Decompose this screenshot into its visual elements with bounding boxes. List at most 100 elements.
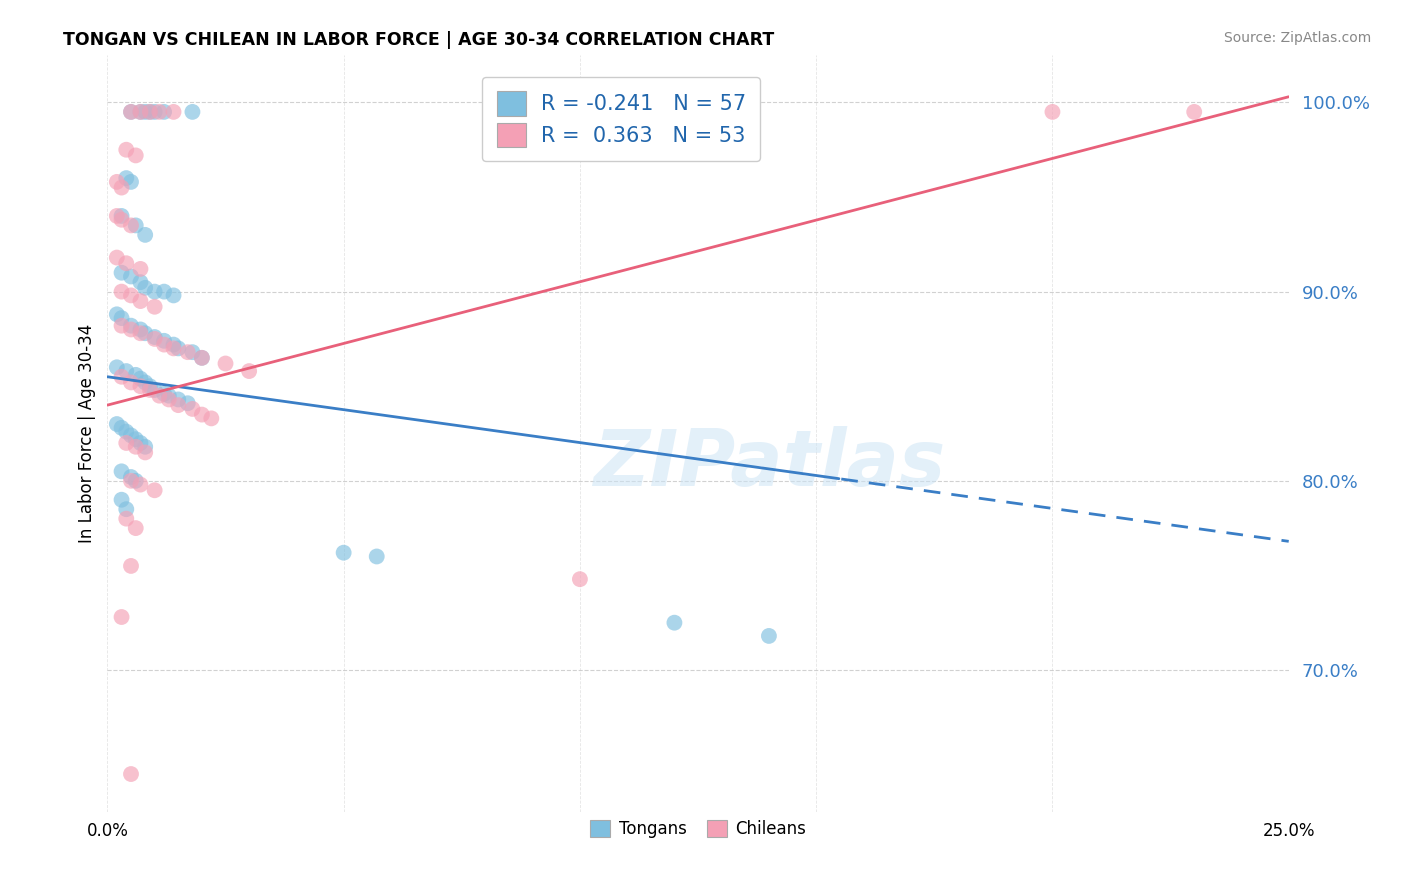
Point bbox=[167, 392, 190, 407]
Point bbox=[181, 345, 204, 359]
Point bbox=[148, 389, 170, 403]
Point bbox=[129, 326, 152, 341]
Point bbox=[115, 364, 138, 378]
Point bbox=[134, 281, 156, 295]
Text: Source: ZipAtlas.com: Source: ZipAtlas.com bbox=[1223, 31, 1371, 45]
Point bbox=[129, 294, 152, 309]
Point bbox=[105, 251, 128, 265]
Point bbox=[129, 371, 152, 385]
Point bbox=[129, 477, 152, 491]
Point bbox=[120, 104, 142, 119]
Point bbox=[129, 379, 152, 393]
Point bbox=[143, 332, 166, 346]
Point bbox=[134, 440, 156, 454]
Point bbox=[120, 219, 142, 233]
Point bbox=[153, 337, 176, 351]
Point bbox=[143, 104, 166, 119]
Point bbox=[120, 767, 142, 781]
Point bbox=[105, 175, 128, 189]
Point bbox=[125, 521, 148, 535]
Point bbox=[157, 389, 180, 403]
Point bbox=[125, 368, 148, 382]
Point bbox=[162, 288, 184, 302]
Point bbox=[153, 334, 176, 348]
Point bbox=[664, 615, 686, 630]
Point bbox=[143, 330, 166, 344]
Point bbox=[120, 558, 142, 573]
Point bbox=[139, 383, 162, 397]
Point bbox=[143, 285, 166, 299]
Point bbox=[125, 219, 148, 233]
Point bbox=[115, 256, 138, 270]
Point bbox=[125, 474, 148, 488]
Point bbox=[115, 502, 138, 516]
Point bbox=[105, 307, 128, 321]
Point bbox=[162, 104, 184, 119]
Point bbox=[125, 432, 148, 446]
Point bbox=[105, 209, 128, 223]
Point bbox=[153, 285, 176, 299]
Point bbox=[162, 337, 184, 351]
Point bbox=[105, 360, 128, 375]
Point bbox=[153, 386, 176, 401]
Point bbox=[191, 351, 214, 365]
Point bbox=[120, 470, 142, 484]
Text: ZIPatlas: ZIPatlas bbox=[593, 425, 945, 502]
Point bbox=[366, 549, 388, 564]
Point bbox=[191, 351, 214, 365]
Point bbox=[153, 104, 176, 119]
Point bbox=[115, 511, 138, 525]
Point bbox=[110, 464, 132, 478]
Point bbox=[110, 285, 132, 299]
Point bbox=[181, 104, 204, 119]
Y-axis label: In Labor Force | Age 30-34: In Labor Force | Age 30-34 bbox=[79, 324, 96, 543]
Point bbox=[110, 421, 132, 435]
Point bbox=[134, 326, 156, 341]
Point bbox=[110, 492, 132, 507]
Point bbox=[143, 383, 166, 397]
Point bbox=[214, 357, 236, 371]
Point bbox=[125, 440, 148, 454]
Point bbox=[191, 408, 214, 422]
Point bbox=[129, 104, 152, 119]
Point bbox=[157, 392, 180, 407]
Point bbox=[110, 610, 132, 624]
Point bbox=[177, 396, 200, 410]
Point bbox=[110, 318, 132, 333]
Point bbox=[120, 428, 142, 442]
Point bbox=[110, 369, 132, 384]
Point bbox=[125, 148, 148, 162]
Point bbox=[143, 483, 166, 498]
Point bbox=[110, 311, 132, 326]
Point bbox=[115, 143, 138, 157]
Point bbox=[758, 629, 780, 643]
Point bbox=[139, 379, 162, 393]
Point bbox=[110, 180, 132, 194]
Legend: Tongans, Chileans: Tongans, Chileans bbox=[583, 814, 813, 845]
Point bbox=[139, 104, 162, 119]
Point bbox=[177, 345, 200, 359]
Point bbox=[139, 104, 162, 119]
Point bbox=[162, 342, 184, 356]
Text: TONGAN VS CHILEAN IN LABOR FORCE | AGE 30-34 CORRELATION CHART: TONGAN VS CHILEAN IN LABOR FORCE | AGE 3… bbox=[63, 31, 775, 49]
Point bbox=[120, 269, 142, 284]
Point bbox=[167, 342, 190, 356]
Point bbox=[110, 209, 132, 223]
Point bbox=[115, 171, 138, 186]
Point bbox=[167, 398, 190, 412]
Point bbox=[120, 318, 142, 333]
Point bbox=[115, 425, 138, 439]
Point bbox=[120, 288, 142, 302]
Point bbox=[129, 104, 152, 119]
Point bbox=[134, 227, 156, 242]
Point bbox=[332, 546, 354, 560]
Point bbox=[134, 104, 156, 119]
Point bbox=[120, 104, 142, 119]
Point bbox=[1182, 104, 1205, 119]
Point bbox=[120, 322, 142, 336]
Point bbox=[143, 300, 166, 314]
Point bbox=[238, 364, 260, 378]
Point bbox=[120, 376, 142, 390]
Point bbox=[129, 322, 152, 336]
Point bbox=[105, 417, 128, 431]
